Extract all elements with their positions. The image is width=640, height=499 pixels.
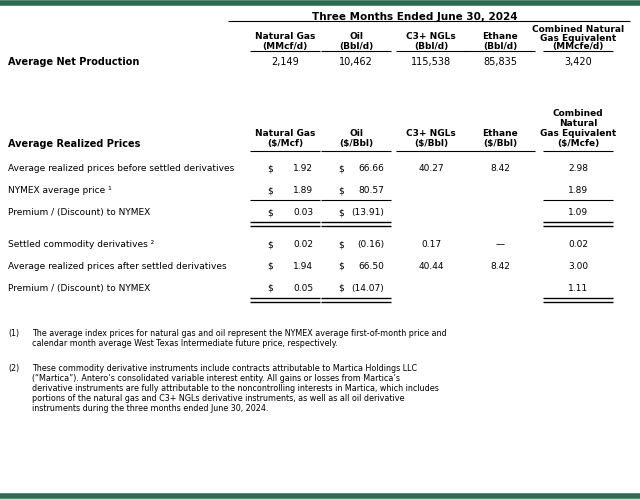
- Text: Natural Gas: Natural Gas: [255, 32, 315, 41]
- Text: (0.16): (0.16): [357, 240, 384, 249]
- Text: 1.11: 1.11: [568, 284, 588, 293]
- Text: $: $: [267, 262, 273, 271]
- Text: The average index prices for natural gas and oil represent the NYMEX average fir: The average index prices for natural gas…: [32, 329, 447, 338]
- Text: C3+ NGLs: C3+ NGLs: [406, 32, 456, 41]
- Text: portions of the natural gas and C3+ NGLs derivative instruments, as well as all : portions of the natural gas and C3+ NGLs…: [32, 394, 404, 403]
- Text: 2.98: 2.98: [568, 164, 588, 173]
- Text: Average realized prices before settled derivatives: Average realized prices before settled d…: [8, 164, 234, 173]
- Text: (“Martica”). Antero’s consolidated variable interest entity. All gains or losses: (“Martica”). Antero’s consolidated varia…: [32, 374, 400, 383]
- Text: calendar month average West Texas Intermediate future price, respectively.: calendar month average West Texas Interm…: [32, 339, 338, 348]
- Text: 1.92: 1.92: [293, 164, 313, 173]
- Text: Ethane: Ethane: [482, 129, 518, 138]
- Text: $: $: [267, 208, 273, 217]
- Text: NYMEX average price ¹: NYMEX average price ¹: [8, 186, 112, 195]
- Text: 1.09: 1.09: [568, 208, 588, 217]
- Text: 40.44: 40.44: [419, 262, 444, 271]
- Text: 0.03: 0.03: [293, 208, 313, 217]
- Text: Natural: Natural: [559, 119, 597, 128]
- Text: 10,462: 10,462: [339, 57, 373, 67]
- Text: (1): (1): [8, 329, 19, 338]
- Text: (MMcf/d): (MMcf/d): [262, 42, 308, 51]
- Text: Oil: Oil: [349, 129, 363, 138]
- Text: ($/Bbl): ($/Bbl): [414, 139, 448, 148]
- Text: $: $: [338, 240, 344, 249]
- Text: —: —: [495, 240, 504, 249]
- Text: $: $: [267, 240, 273, 249]
- Text: (13.91): (13.91): [351, 208, 384, 217]
- Text: 0.02: 0.02: [293, 240, 313, 249]
- Text: Natural Gas: Natural Gas: [255, 129, 315, 138]
- Text: 3.00: 3.00: [568, 262, 588, 271]
- Text: $: $: [338, 186, 344, 195]
- Text: Oil: Oil: [349, 32, 363, 41]
- Text: 1.89: 1.89: [568, 186, 588, 195]
- Text: Combined: Combined: [553, 109, 604, 118]
- Text: $: $: [267, 186, 273, 195]
- Text: $: $: [338, 262, 344, 271]
- Text: Gas Equivalent: Gas Equivalent: [540, 129, 616, 138]
- Text: Premium / (Discount) to NYMEX: Premium / (Discount) to NYMEX: [8, 284, 150, 293]
- Text: 1.89: 1.89: [293, 186, 313, 195]
- Text: Gas Equivalent: Gas Equivalent: [540, 34, 616, 43]
- Text: Average Realized Prices: Average Realized Prices: [8, 139, 140, 149]
- Text: Three Months Ended June 30, 2024: Three Months Ended June 30, 2024: [312, 12, 518, 22]
- Text: (Bbl/d): (Bbl/d): [339, 42, 373, 51]
- Text: 66.50: 66.50: [358, 262, 384, 271]
- Text: Average Net Production: Average Net Production: [8, 57, 140, 67]
- Text: Average realized prices after settled derivatives: Average realized prices after settled de…: [8, 262, 227, 271]
- Text: Premium / (Discount) to NYMEX: Premium / (Discount) to NYMEX: [8, 208, 150, 217]
- Text: Combined Natural: Combined Natural: [532, 25, 624, 34]
- Text: ($/Mcfe): ($/Mcfe): [557, 139, 599, 148]
- Text: $: $: [338, 208, 344, 217]
- Text: ($/Mcf): ($/Mcf): [267, 139, 303, 148]
- Text: 2,149: 2,149: [271, 57, 299, 67]
- Text: 8.42: 8.42: [490, 164, 510, 173]
- Text: $: $: [267, 164, 273, 173]
- Text: 66.66: 66.66: [358, 164, 384, 173]
- Text: $: $: [338, 284, 344, 293]
- Text: Ethane: Ethane: [482, 32, 518, 41]
- Text: (Bbl/d): (Bbl/d): [483, 42, 517, 51]
- Text: ($/Bbl): ($/Bbl): [339, 139, 373, 148]
- Text: ($/Bbl): ($/Bbl): [483, 139, 517, 148]
- Text: derivative instruments are fully attributable to the noncontrolling interests in: derivative instruments are fully attribu…: [32, 384, 439, 393]
- Text: 115,538: 115,538: [411, 57, 451, 67]
- Text: 0.17: 0.17: [421, 240, 441, 249]
- Text: 0.05: 0.05: [293, 284, 313, 293]
- Text: 3,420: 3,420: [564, 57, 592, 67]
- Text: instruments during the three months ended June 30, 2024.: instruments during the three months ende…: [32, 404, 268, 413]
- Text: 85,835: 85,835: [483, 57, 517, 67]
- Text: $: $: [338, 164, 344, 173]
- Text: These commodity derivative instruments include contracts attributable to Martica: These commodity derivative instruments i…: [32, 364, 417, 373]
- Text: 8.42: 8.42: [490, 262, 510, 271]
- Text: 80.57: 80.57: [358, 186, 384, 195]
- Text: 1.94: 1.94: [293, 262, 313, 271]
- Text: 0.02: 0.02: [568, 240, 588, 249]
- Text: (2): (2): [8, 364, 19, 373]
- Text: C3+ NGLs: C3+ NGLs: [406, 129, 456, 138]
- Text: (MMcfe/d): (MMcfe/d): [552, 42, 604, 51]
- Text: 40.27: 40.27: [418, 164, 444, 173]
- Text: (14.07): (14.07): [351, 284, 384, 293]
- Text: (Bbl/d): (Bbl/d): [414, 42, 448, 51]
- Text: $: $: [267, 284, 273, 293]
- Text: Settled commodity derivatives ²: Settled commodity derivatives ²: [8, 240, 154, 249]
